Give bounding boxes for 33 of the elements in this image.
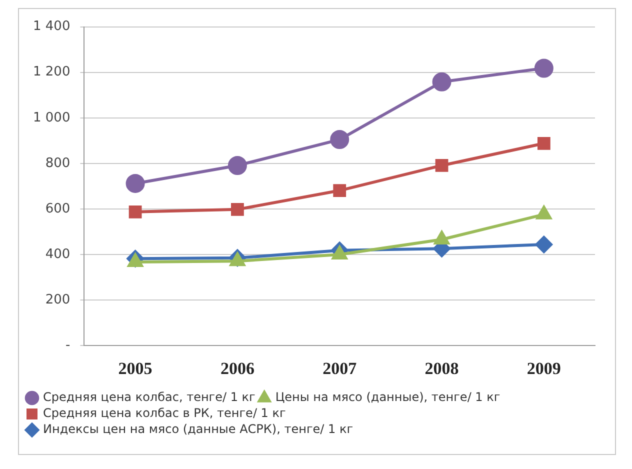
y-tick-label: 1 200	[33, 64, 70, 80]
y-tick-label: 1 400	[33, 19, 70, 34]
x-tick-label: 2007	[322, 359, 358, 378]
x-tick-label: 2009	[526, 359, 561, 378]
point	[434, 230, 450, 244]
point	[228, 156, 247, 175]
legend-label: Цены на мясо (данные), тенге/ 1 кг	[275, 390, 500, 404]
y-tick-label: 200	[45, 292, 70, 308]
legend-label: Средняя цена колбас в РК, тенге/ 1 кг	[43, 406, 286, 420]
x-tick-label: 2006	[220, 359, 254, 378]
point	[330, 130, 350, 150]
point	[435, 159, 448, 172]
point	[432, 72, 452, 92]
x-tick-label: 2008	[424, 359, 459, 378]
point	[126, 174, 145, 193]
point	[128, 254, 143, 268]
point	[535, 236, 552, 253]
y-tick-label: 800	[45, 156, 70, 171]
y-tick-label: 600	[45, 201, 70, 216]
point	[128, 205, 142, 218]
y-tick-label: -	[66, 338, 71, 353]
x-tick-label: 2005	[118, 359, 152, 378]
point	[537, 136, 550, 150]
legend-label: Средняя цена колбас, тенге/ 1 кг	[43, 390, 256, 404]
point	[231, 202, 244, 216]
point	[534, 58, 554, 78]
point	[536, 206, 552, 220]
y-tick-label: 1 000	[33, 110, 70, 126]
point	[333, 184, 346, 197]
y-tick-label: 400	[45, 246, 70, 262]
point	[230, 252, 246, 266]
point	[332, 246, 348, 260]
legend-label: Индексы цен на мясо (данные АСРК), тенге/ 1 кг	[43, 422, 354, 436]
